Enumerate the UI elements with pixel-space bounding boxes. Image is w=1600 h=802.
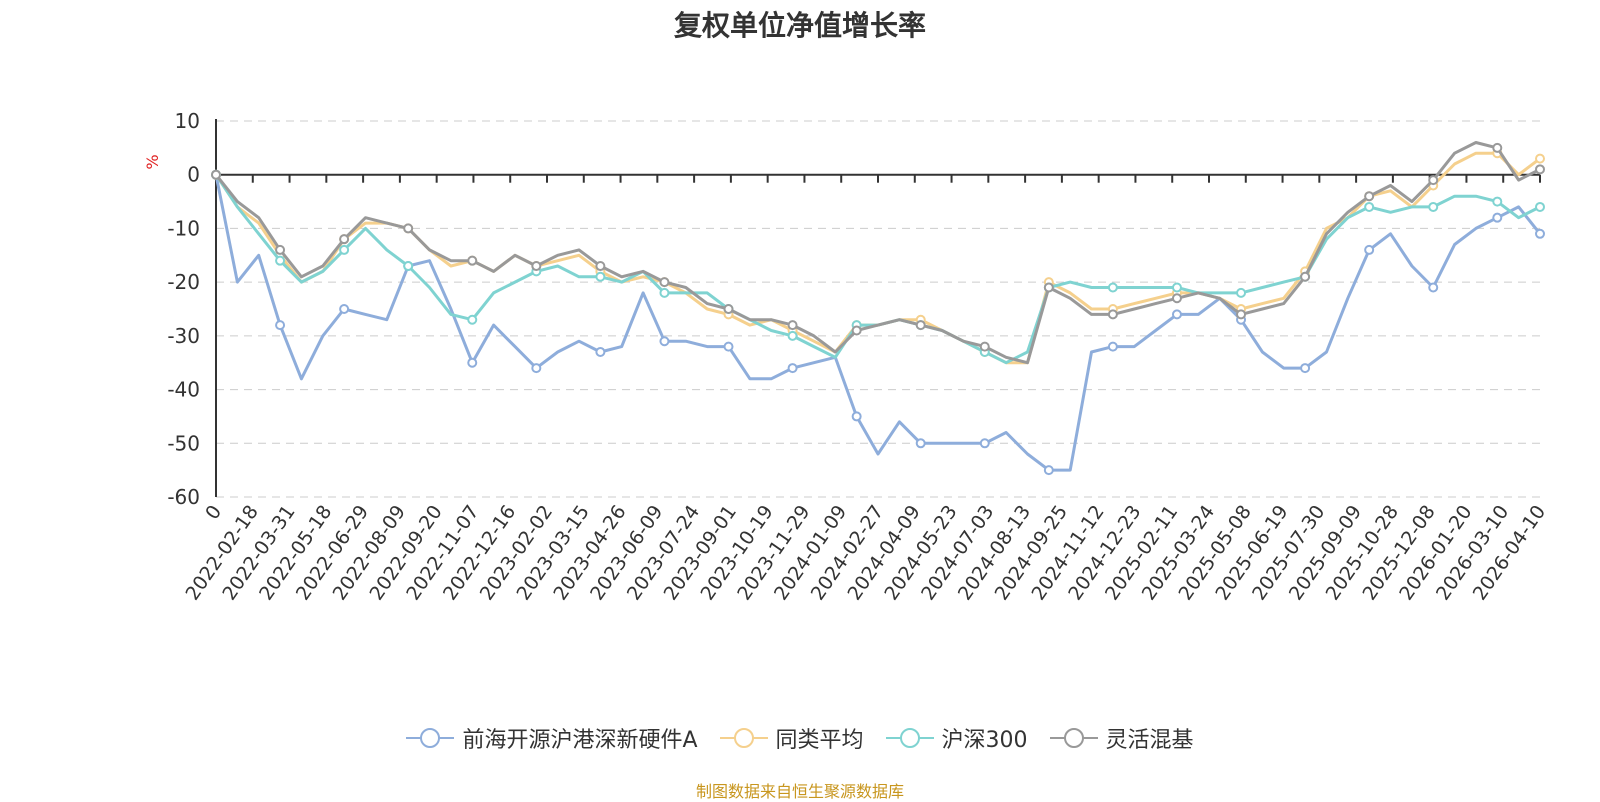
data-point xyxy=(1171,309,1182,320)
data-point xyxy=(723,341,734,352)
data-point xyxy=(723,304,734,314)
data-point xyxy=(1364,201,1375,212)
data-point xyxy=(915,438,926,449)
data-point xyxy=(1236,309,1247,320)
data-point xyxy=(595,346,606,357)
series-line-0 xyxy=(214,174,1542,472)
series-line-3 xyxy=(214,141,1541,365)
y-tick-label: 10 xyxy=(175,109,200,133)
data-point xyxy=(275,244,286,255)
data-point xyxy=(851,411,862,422)
data-point xyxy=(531,261,542,272)
data-point xyxy=(787,363,798,374)
data-point xyxy=(1107,341,1118,352)
legend: 前海开源沪港深新硬件A 同类平均 沪深300 灵活混基 xyxy=(0,722,1600,754)
x-tick-label: 0 xyxy=(201,501,226,524)
data-point xyxy=(1171,282,1182,293)
legend-label: 前海开源沪港深新硬件A xyxy=(462,728,698,753)
data-point xyxy=(659,277,670,288)
data-point xyxy=(339,244,350,255)
data-point xyxy=(1364,191,1375,202)
data-point xyxy=(1107,309,1118,320)
y-axis-unit: % xyxy=(143,154,162,169)
data-point xyxy=(787,330,798,341)
data-point xyxy=(1428,201,1439,212)
data-point xyxy=(915,320,926,331)
data-point xyxy=(1043,465,1054,476)
legend-item-fund[interactable]: 前海开源沪港深新硬件A xyxy=(406,722,698,754)
data-point xyxy=(979,438,990,449)
y-tick-label: -60 xyxy=(167,485,200,509)
data-point xyxy=(659,336,670,347)
data-point xyxy=(339,234,350,245)
legend-line-circle-icon xyxy=(885,728,934,748)
data-point xyxy=(1236,287,1247,298)
legend-line-circle-icon xyxy=(406,728,455,748)
data-point xyxy=(1043,282,1054,293)
data-point xyxy=(467,255,478,266)
data-point xyxy=(1171,293,1182,304)
y-tick-label: -50 xyxy=(167,431,200,455)
data-point xyxy=(1300,271,1311,282)
data-point xyxy=(1492,212,1503,223)
data-point xyxy=(403,261,414,272)
data-point xyxy=(531,363,542,374)
data-point xyxy=(979,341,990,352)
data-point xyxy=(1492,142,1503,153)
data-point xyxy=(211,169,221,180)
legend-item-flexible-mixed[interactable]: 灵活混基 xyxy=(1049,722,1194,754)
data-point xyxy=(1300,363,1311,374)
data-point xyxy=(1107,282,1118,293)
data-point xyxy=(659,287,670,298)
legend-line-circle-icon xyxy=(1049,728,1098,748)
data-point xyxy=(1535,164,1545,175)
data-point xyxy=(851,325,862,336)
data-point xyxy=(1428,282,1439,293)
legend-item-peer-average[interactable]: 同类平均 xyxy=(719,722,864,754)
data-point xyxy=(467,357,478,368)
legend-item-csi300[interactable]: 沪深300 xyxy=(885,722,1028,754)
y-tick-label: -30 xyxy=(167,324,200,348)
series-line-1 xyxy=(214,151,1541,365)
data-point xyxy=(467,314,478,325)
data-point xyxy=(1428,175,1439,186)
legend-label: 同类平均 xyxy=(775,728,864,753)
series-line-2 xyxy=(214,173,1541,365)
data-point xyxy=(339,304,350,314)
data-source-note: 制图数据来自恒生聚源数据库 xyxy=(695,782,904,801)
data-point xyxy=(595,261,606,272)
y-tick-label: 0 xyxy=(187,163,200,187)
data-point xyxy=(1492,196,1503,207)
data-point xyxy=(1535,228,1545,239)
y-tick-label: -10 xyxy=(167,216,200,240)
data-point xyxy=(1535,201,1545,212)
chart-title: 复权单位净值增长率 xyxy=(673,9,926,42)
data-point xyxy=(595,271,606,282)
data-point xyxy=(1364,244,1375,255)
y-tick-label: -40 xyxy=(167,378,200,402)
legend-label: 灵活混基 xyxy=(1105,728,1194,753)
data-point xyxy=(275,320,286,331)
legend-label: 沪深300 xyxy=(941,728,1028,753)
data-point xyxy=(275,255,286,266)
data-point xyxy=(787,320,798,331)
y-tick-label: -20 xyxy=(167,270,200,294)
data-point xyxy=(403,223,414,234)
data-point xyxy=(1535,153,1545,164)
legend-line-circle-icon xyxy=(719,728,768,748)
